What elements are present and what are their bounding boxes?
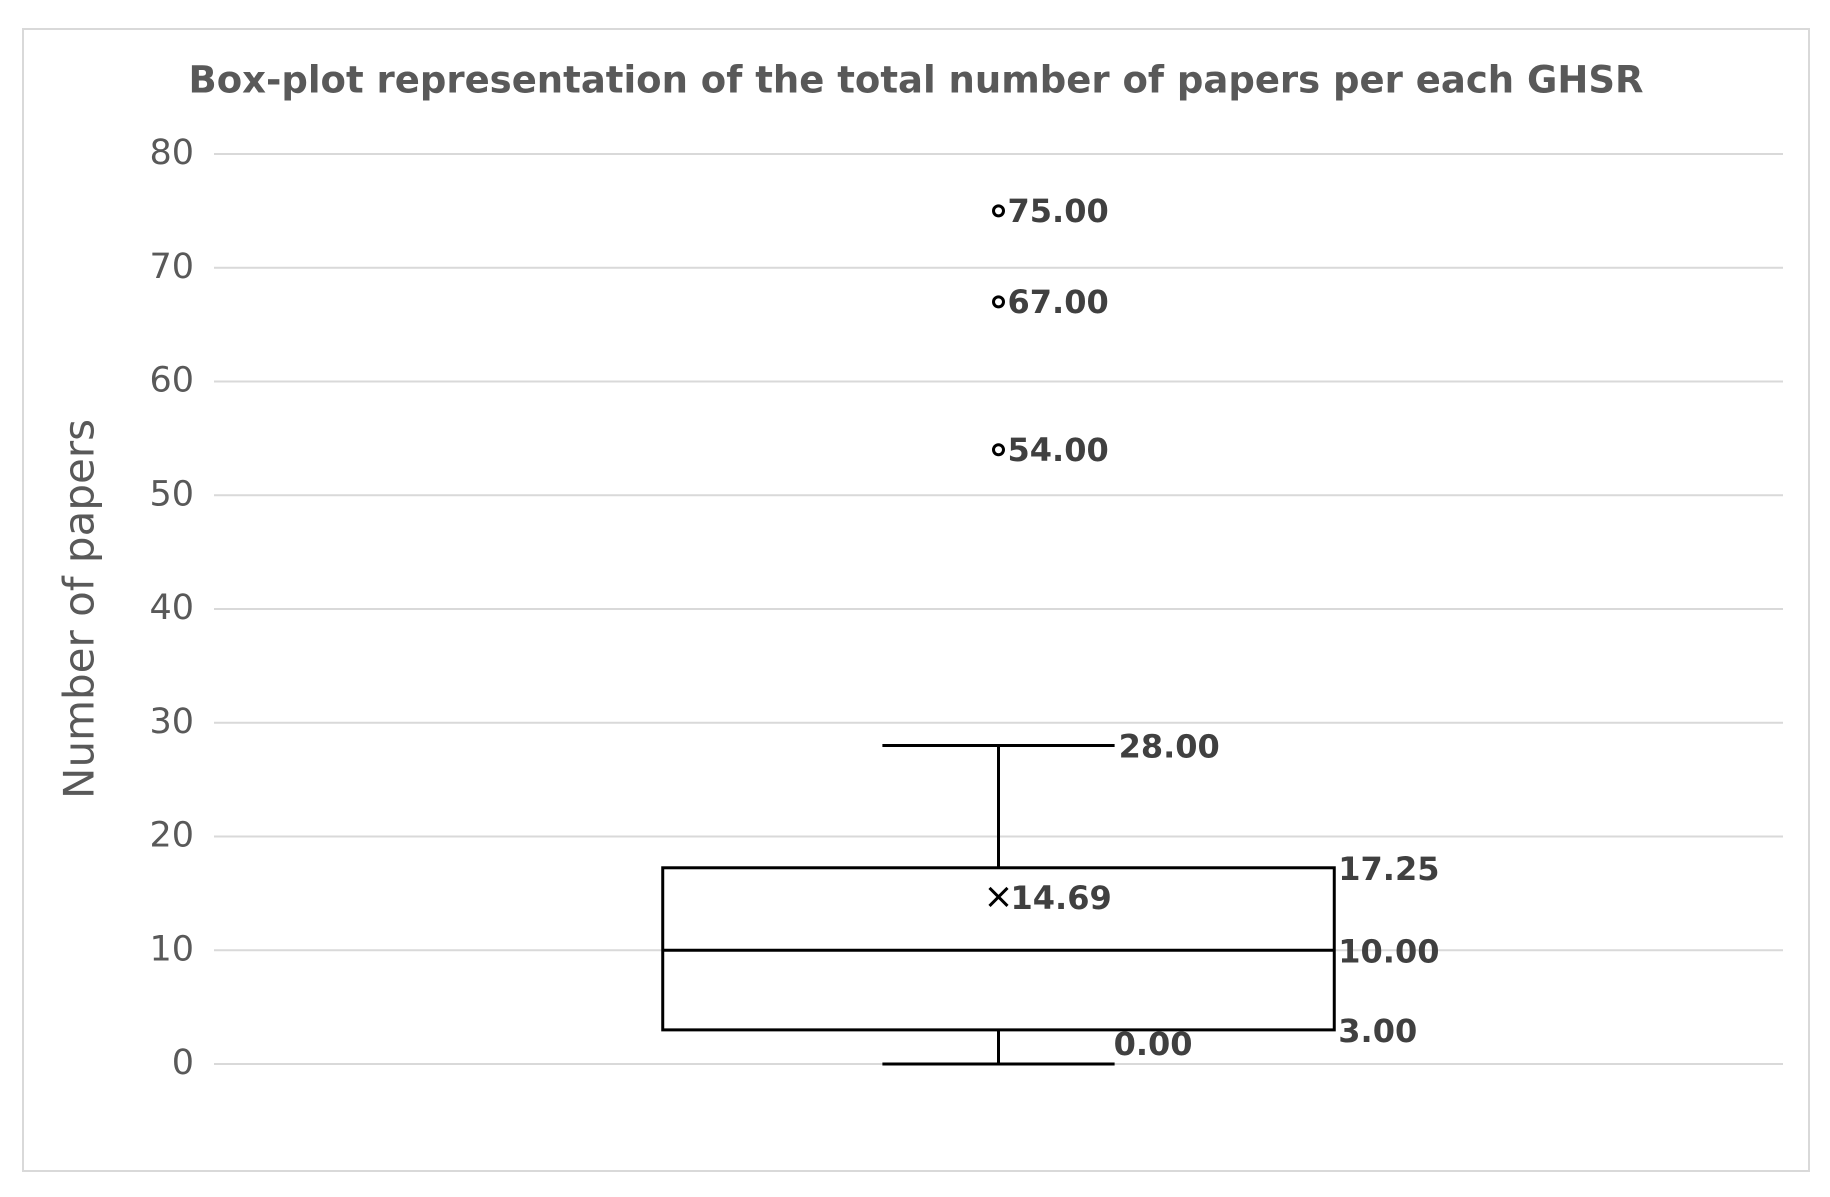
outlier bbox=[992, 443, 1005, 457]
y-tick-label: 0 bbox=[172, 1043, 194, 1083]
y-tick-label: 50 bbox=[149, 474, 194, 514]
chart-border bbox=[22, 28, 1810, 1172]
y-tick-label: 70 bbox=[149, 247, 194, 287]
outlier bbox=[992, 204, 1005, 218]
data-label: 54.00 bbox=[1008, 431, 1109, 469]
y-tick-label: 40 bbox=[149, 588, 194, 628]
y-axis-label: Number of papers bbox=[55, 419, 104, 799]
y-tick-label: 20 bbox=[149, 816, 194, 856]
data-label: 75.00 bbox=[1008, 192, 1109, 230]
data-label: 10.00 bbox=[1338, 932, 1439, 970]
y-tick-label: 10 bbox=[149, 929, 194, 969]
y-tick-label: 60 bbox=[149, 361, 194, 401]
y-tick-label: 80 bbox=[149, 133, 194, 173]
data-label: 28.00 bbox=[1119, 728, 1220, 766]
data-label: 17.25 bbox=[1338, 850, 1439, 888]
data-label: 67.00 bbox=[1008, 283, 1109, 321]
chart-title: Box-plot representation of the total num… bbox=[189, 59, 1644, 102]
outlier bbox=[992, 295, 1005, 309]
data-label: 3.00 bbox=[1338, 1012, 1417, 1050]
y-tick-label: 30 bbox=[149, 702, 194, 742]
mean-marker bbox=[988, 886, 1009, 907]
data-label: 14.69 bbox=[1011, 879, 1112, 917]
data-label: 0.00 bbox=[1114, 1025, 1193, 1063]
